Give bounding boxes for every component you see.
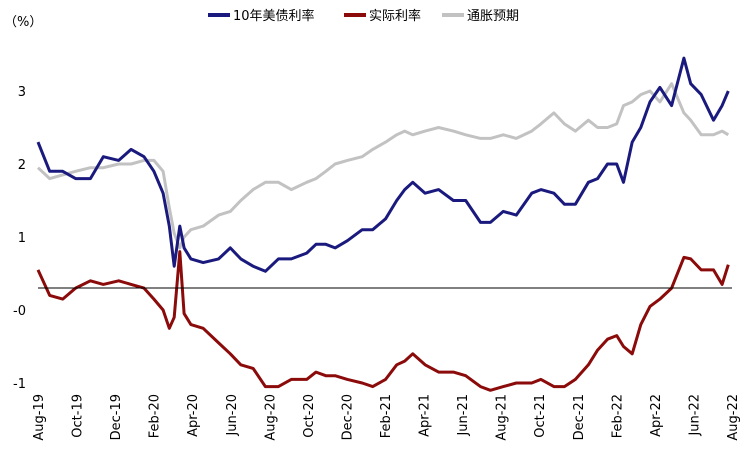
x-tick-label: Aug-21 bbox=[495, 394, 510, 441]
y-tick-label: -1 bbox=[13, 377, 26, 392]
series-line-0 bbox=[36, 56, 730, 273]
legend-item-real-rate: 实际利率 bbox=[344, 8, 421, 24]
plot-area bbox=[36, 56, 730, 392]
legend-label-inflation-expectation: 通胀预期 bbox=[467, 9, 519, 24]
x-tick-label: Apr-20 bbox=[186, 394, 201, 437]
x-axis: Aug-19 Oct-19 Dec-19 Feb-20 Apr-20 Jun-20 Aug-… bbox=[32, 394, 741, 441]
legend-label-us10y: 10年美债利率 bbox=[233, 8, 315, 24]
series-line-1 bbox=[36, 250, 730, 392]
x-tick-label: Oct-20 bbox=[302, 394, 317, 438]
y-axis: -1 -0 1 2 3 bbox=[13, 85, 26, 392]
x-tick-label: Aug-22 bbox=[726, 394, 741, 441]
x-tick-label: Feb-22 bbox=[610, 394, 625, 438]
y-tick-label: 1 bbox=[18, 231, 26, 246]
x-tick-label: Jun-20 bbox=[225, 394, 240, 437]
x-tick-label: Oct-21 bbox=[533, 394, 548, 438]
x-tick-label: Dec-21 bbox=[572, 394, 587, 440]
y-tick-label: 3 bbox=[18, 85, 26, 100]
x-tick-label: Apr-22 bbox=[649, 394, 664, 437]
x-tick-label: Feb-21 bbox=[379, 394, 394, 438]
y-tick-label: -0 bbox=[13, 304, 26, 319]
x-tick-label: Apr-21 bbox=[418, 394, 433, 437]
x-tick-label: Oct-19 bbox=[71, 394, 86, 438]
x-tick-label: Jun-22 bbox=[687, 394, 702, 437]
x-tick-label: Aug-20 bbox=[263, 394, 278, 441]
y-tick-label: 2 bbox=[18, 158, 26, 173]
legend-label-real-rate: 实际利率 bbox=[369, 8, 421, 24]
x-tick-label: Jun-21 bbox=[456, 394, 471, 437]
x-tick-label: Feb-20 bbox=[148, 394, 163, 438]
series-line-2 bbox=[36, 82, 730, 250]
legend-item-us10y: 10年美债利率 bbox=[208, 8, 315, 24]
x-tick-label: Aug-19 bbox=[32, 394, 47, 441]
legend-item-inflation-expectation: 通胀预期 bbox=[442, 9, 519, 24]
legend: 10年美债利率 实际利率 通胀预期 bbox=[208, 8, 519, 24]
x-tick-label: Dec-19 bbox=[109, 394, 124, 440]
x-tick-label: Dec-20 bbox=[340, 394, 355, 440]
y-axis-unit-label: （%） bbox=[4, 15, 42, 30]
